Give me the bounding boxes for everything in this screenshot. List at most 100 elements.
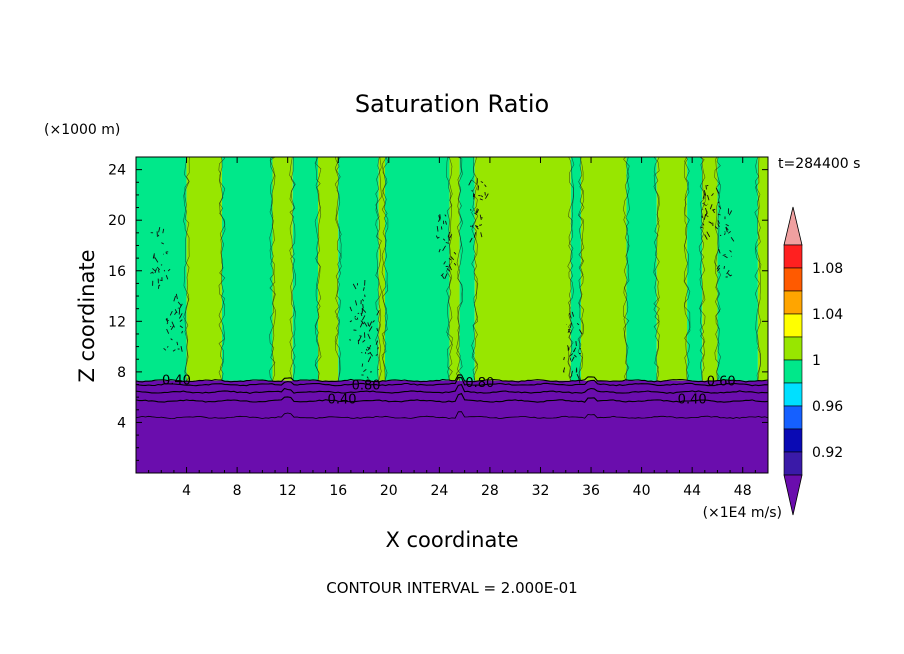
colorbar-box [783, 382, 803, 407]
upper-band [338, 157, 379, 381]
colorbar-box [783, 267, 803, 292]
band-edge-streak [567, 156, 575, 381]
band-edge-streak [314, 156, 322, 381]
band-edge-streak [714, 156, 721, 381]
colorbar-label: 0.96 [812, 399, 843, 415]
colorbar-label: 1 [812, 353, 821, 369]
y-unit-label: (×1000 m) [44, 122, 120, 138]
x-tick-label: 20 [380, 483, 398, 499]
contour-line [135, 374, 769, 383]
colorbar-label: 1.08 [812, 261, 843, 277]
upper-band [378, 157, 386, 381]
colorbar-max-arrow [783, 206, 803, 246]
upper-band [687, 157, 703, 381]
band-edge-streak [375, 156, 382, 381]
contour-line [135, 376, 769, 387]
cloud-cluster [714, 208, 735, 278]
cloud-cluster [150, 226, 171, 289]
x-axis-ticks: 4 8 12 16 20 24 28 32 36 40 44 48 [148, 157, 756, 499]
upper-band [570, 157, 581, 381]
y-tick-label: 16 [108, 264, 126, 280]
band-edge-streak [381, 156, 389, 381]
colorbar-box [783, 244, 803, 269]
colorbar: 1.08 1.04 1 0.96 0.92 [783, 206, 843, 516]
x-axis-title: X coordinate [385, 528, 518, 552]
band-edge-streak [334, 156, 342, 381]
band-edge-streak [683, 156, 691, 381]
contour-texture [150, 156, 762, 384]
x-tick-label: 24 [430, 483, 448, 499]
colorbar-label: 0.92 [812, 445, 843, 461]
band-edge-streak [289, 156, 296, 381]
colorbar-box [783, 359, 803, 384]
contour-line [135, 411, 769, 420]
y-tick-label: 4 [117, 415, 126, 431]
band-edge-streak [218, 156, 226, 381]
band-edge-streak [269, 156, 276, 381]
cloud-cluster [700, 184, 722, 240]
colorbar-box [783, 451, 803, 476]
band-edge-streak [714, 156, 721, 381]
lower-layer [136, 380, 768, 473]
y-axis-title: Z coordinate [75, 249, 99, 382]
chart-title: Saturation Ratio [355, 90, 549, 118]
band-edge-streak [754, 156, 762, 381]
x-tick-label: 4 [182, 483, 191, 499]
band-edge-streak [314, 156, 322, 381]
contour-label: 0.40 [162, 373, 191, 388]
band-edge-streak [289, 156, 297, 381]
y-tick-label: 12 [108, 314, 126, 330]
contour-lines [135, 374, 769, 420]
cloud-cluster [435, 214, 457, 280]
band-edge-streak [471, 156, 479, 381]
band-edge-streak [622, 156, 630, 381]
band-edge-streak [334, 156, 342, 381]
contour-label: 0.80 [352, 379, 381, 394]
band-edge-streak [577, 156, 585, 381]
colorbar-box [783, 290, 803, 315]
upper-band [272, 157, 293, 381]
band-edge-streak [446, 156, 453, 381]
upper-band [186, 157, 222, 381]
y-tick-label: 8 [117, 365, 126, 381]
band-edge-streak [446, 156, 453, 381]
upper-band [580, 157, 627, 381]
upper-band [221, 157, 273, 381]
colorbar-box [783, 336, 803, 361]
x-tick-label: 32 [532, 483, 550, 499]
colorbar-min-arrow [783, 474, 803, 516]
contour-line [135, 392, 769, 403]
x-tick-label: 12 [279, 483, 297, 499]
colorbar-box [783, 428, 803, 453]
cloud-cluster [361, 310, 380, 379]
x-tick-label: 44 [683, 483, 701, 499]
upper-band [449, 157, 460, 381]
x-tick-label: 8 [233, 483, 242, 499]
contour-line [135, 383, 768, 394]
cloud-cluster [349, 279, 368, 345]
band-edge-streak [456, 156, 463, 381]
contour-label: 0.40 [678, 392, 707, 407]
colorbar-label: 1.04 [812, 307, 843, 323]
band-edge-streak [218, 156, 226, 381]
band-edge-streak [183, 156, 190, 381]
upper-band [459, 157, 475, 381]
x-tick-label: 36 [582, 483, 600, 499]
upper-band [318, 157, 339, 381]
x-unit-label: (×1E4 m/s) [703, 505, 782, 521]
band-edge-streak [375, 156, 383, 381]
contour-label: 0.60 [707, 375, 736, 390]
cloud-cluster [163, 293, 183, 352]
contour-label: 0.40 [328, 392, 357, 407]
upper-band [702, 157, 718, 381]
upper-band [757, 157, 768, 381]
band-edge-streak [698, 156, 706, 381]
band-edge-streak [269, 156, 276, 381]
x-tick-label: 40 [633, 483, 651, 499]
upper-band [474, 157, 571, 381]
upper-band [656, 157, 688, 381]
upper-band [292, 157, 319, 381]
x-tick-label: 16 [329, 483, 347, 499]
band-edge-streak [754, 156, 762, 381]
